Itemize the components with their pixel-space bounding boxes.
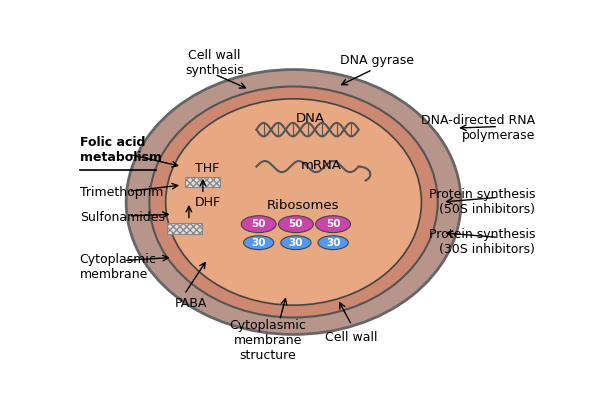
Text: Cytoplasmic
membrane
structure: Cytoplasmic membrane structure bbox=[230, 319, 307, 362]
Ellipse shape bbox=[316, 216, 350, 233]
Ellipse shape bbox=[149, 86, 437, 318]
Text: DNA gyrase: DNA gyrase bbox=[340, 54, 414, 67]
Ellipse shape bbox=[318, 236, 348, 250]
Ellipse shape bbox=[166, 99, 421, 305]
Ellipse shape bbox=[244, 236, 274, 250]
Text: 50: 50 bbox=[326, 219, 340, 229]
Ellipse shape bbox=[126, 70, 461, 334]
Text: Trimethoprim: Trimethoprim bbox=[80, 186, 163, 199]
Bar bbox=[185, 176, 220, 187]
Text: Folic acid
metabolism: Folic acid metabolism bbox=[80, 136, 161, 164]
Text: DNA-directed RNA
polymerase: DNA-directed RNA polymerase bbox=[421, 114, 535, 142]
Text: Cell wall: Cell wall bbox=[325, 331, 378, 344]
Ellipse shape bbox=[241, 216, 276, 233]
Text: 30: 30 bbox=[326, 238, 340, 248]
Text: 30: 30 bbox=[289, 238, 303, 248]
Text: Ribosomes: Ribosomes bbox=[266, 198, 339, 212]
Text: DNA: DNA bbox=[295, 112, 325, 125]
Text: 30: 30 bbox=[251, 238, 266, 248]
Text: Sulfonamides: Sulfonamides bbox=[80, 211, 164, 224]
Text: DHF: DHF bbox=[194, 196, 221, 208]
Text: Cell wall
synthesis: Cell wall synthesis bbox=[185, 50, 244, 78]
Text: 50: 50 bbox=[251, 219, 266, 229]
Text: THF: THF bbox=[196, 162, 220, 175]
Text: Protein synthesis
(30S inhibitors): Protein synthesis (30S inhibitors) bbox=[429, 228, 535, 256]
Text: mRNA: mRNA bbox=[301, 158, 342, 172]
Text: Protein synthesis
(50S inhibitors): Protein synthesis (50S inhibitors) bbox=[429, 188, 535, 216]
Ellipse shape bbox=[281, 236, 311, 250]
Bar bbox=[167, 223, 202, 234]
Text: PABA: PABA bbox=[175, 297, 208, 310]
Text: 50: 50 bbox=[289, 219, 303, 229]
Text: Cytoplasmic
membrane: Cytoplasmic membrane bbox=[80, 253, 157, 281]
Ellipse shape bbox=[278, 216, 313, 233]
